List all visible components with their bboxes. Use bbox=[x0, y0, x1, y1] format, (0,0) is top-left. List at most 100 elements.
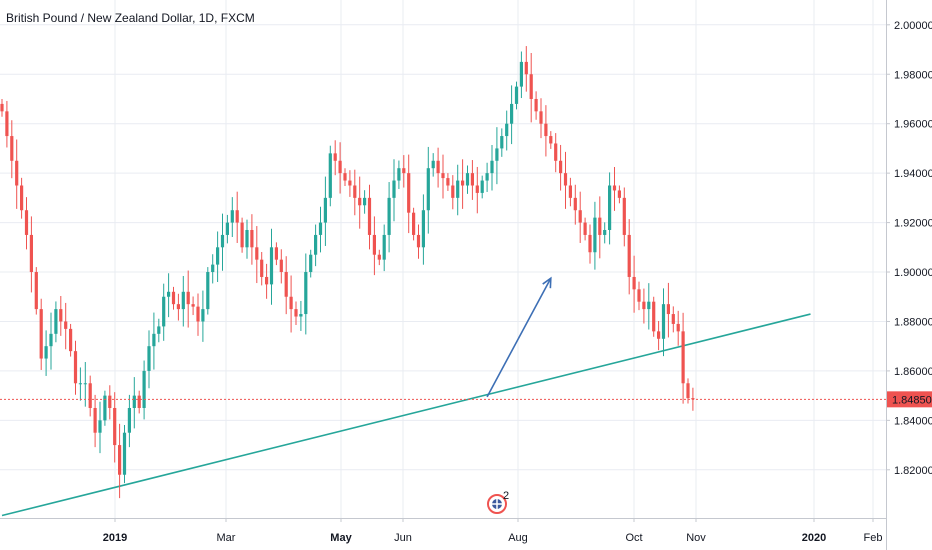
candle-body bbox=[323, 197, 327, 223]
candle-body bbox=[216, 247, 220, 265]
candle-body bbox=[0, 103, 4, 112]
candle-body bbox=[127, 407, 131, 433]
candle-body bbox=[622, 197, 626, 235]
candle-body bbox=[353, 185, 357, 198]
candle-body bbox=[608, 185, 612, 230]
candle-body bbox=[274, 247, 278, 260]
candle-body bbox=[137, 395, 141, 408]
candle-body bbox=[505, 123, 509, 137]
price-tick-label: 1.98000 bbox=[894, 69, 932, 81]
candle-body bbox=[44, 346, 48, 359]
time-tick-label: Nov bbox=[686, 532, 706, 544]
candle-body bbox=[206, 272, 210, 310]
time-axis[interactable]: 2019 Mar May Jun Aug Oct Nov 2020 Feb bbox=[0, 518, 886, 544]
last-price-label: 1.84850 bbox=[892, 394, 932, 406]
projection-arrow bbox=[486, 277, 552, 398]
candle-body bbox=[15, 160, 19, 186]
candle-body bbox=[39, 309, 43, 359]
candle-body bbox=[588, 234, 592, 253]
candle-body bbox=[485, 173, 489, 181]
candle-body bbox=[289, 296, 293, 310]
candle-body bbox=[20, 185, 24, 211]
candle-body bbox=[176, 304, 180, 310]
candle-body bbox=[269, 247, 274, 285]
candle-body bbox=[412, 212, 416, 235]
time-tick-label: Feb bbox=[864, 532, 883, 544]
candle-body bbox=[598, 217, 602, 235]
candle-body bbox=[83, 383, 87, 385]
candle-body bbox=[225, 222, 229, 235]
candle-body bbox=[514, 86, 519, 104]
candle-body bbox=[299, 314, 303, 317]
candle-body bbox=[691, 398, 695, 400]
candle-body bbox=[470, 173, 474, 186]
candle-body bbox=[593, 217, 597, 253]
candle-body bbox=[676, 323, 680, 332]
candle-body bbox=[318, 222, 323, 235]
candle-body bbox=[328, 153, 332, 198]
candle-body bbox=[10, 136, 14, 161]
candle-body bbox=[220, 234, 225, 248]
candle-body bbox=[490, 160, 494, 174]
candle-body bbox=[642, 301, 646, 310]
candle-body bbox=[627, 234, 631, 277]
candle-body bbox=[372, 234, 376, 255]
candle-body bbox=[93, 407, 97, 433]
candle-body bbox=[338, 160, 342, 174]
price-axis[interactable]: 2.00000 1.98000 1.96000 1.94000 1.92000 1.900… bbox=[886, 0, 932, 550]
candle-body bbox=[122, 432, 127, 475]
candle-body bbox=[637, 289, 641, 302]
candles bbox=[0, 46, 695, 499]
candle-body bbox=[64, 321, 68, 329]
projection-arrow-head bbox=[542, 276, 552, 289]
candle-body bbox=[113, 407, 117, 446]
price-tick-label: 2.00000 bbox=[894, 20, 932, 32]
overlays: 2 bbox=[0, 276, 886, 514]
candle-body bbox=[652, 301, 656, 332]
candle-body bbox=[495, 148, 499, 161]
candle-body bbox=[103, 395, 107, 421]
candle-body bbox=[167, 291, 171, 297]
candle-body bbox=[480, 180, 484, 193]
candle-body bbox=[578, 210, 582, 223]
candle-body bbox=[416, 234, 421, 248]
candle-body bbox=[510, 103, 514, 124]
price-tick-label: 1.92000 bbox=[894, 218, 932, 230]
candle-body bbox=[465, 173, 470, 186]
candle-body bbox=[666, 304, 670, 315]
candle-body bbox=[681, 331, 685, 384]
candle-body bbox=[451, 185, 455, 198]
candle-body bbox=[343, 173, 347, 181]
candle-body bbox=[108, 395, 112, 408]
price-tick-label: 1.84000 bbox=[894, 415, 932, 427]
candle-body bbox=[563, 173, 568, 186]
candle-body bbox=[421, 210, 425, 248]
candle-body bbox=[583, 222, 587, 235]
candle-body bbox=[661, 304, 666, 339]
price-tick-label: 1.86000 bbox=[894, 366, 932, 378]
candle-body bbox=[157, 326, 161, 334]
candle-body bbox=[132, 395, 136, 408]
candle-body bbox=[142, 370, 146, 408]
candle-body bbox=[632, 276, 636, 290]
candle-body bbox=[686, 383, 690, 399]
candle-body bbox=[235, 210, 239, 223]
time-tick-label: Mar bbox=[217, 532, 236, 544]
candle-body bbox=[314, 234, 318, 255]
candle-body bbox=[309, 254, 313, 273]
candle-body bbox=[382, 234, 386, 260]
candle-body bbox=[171, 291, 176, 305]
candle-body bbox=[196, 306, 200, 322]
candle-body bbox=[255, 247, 259, 260]
candle-body bbox=[294, 309, 298, 317]
candle-body bbox=[407, 173, 411, 213]
candle-body bbox=[348, 180, 352, 186]
candle-body bbox=[456, 180, 460, 198]
candle-body bbox=[549, 136, 553, 144]
candle-body bbox=[377, 254, 381, 260]
price-tick-label: 1.88000 bbox=[894, 316, 932, 328]
candle-body bbox=[29, 234, 33, 273]
candle-body bbox=[186, 291, 190, 305]
candle-body bbox=[446, 178, 450, 186]
